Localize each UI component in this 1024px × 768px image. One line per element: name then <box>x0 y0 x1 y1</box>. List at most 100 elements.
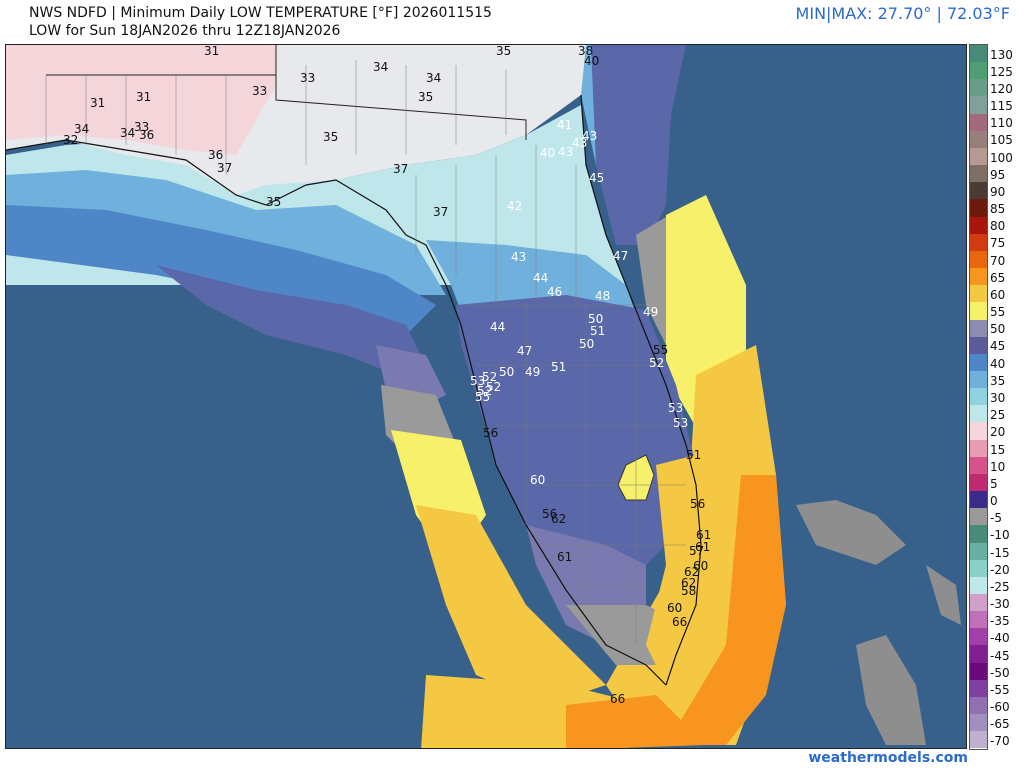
header: NWS NDFD | Minimum Daily LOW TEMPERATURE… <box>0 0 1024 44</box>
temperature-label: 56 <box>483 426 498 440</box>
scale-tick-label: -10 <box>990 528 1010 543</box>
florida-east-coast <box>646 455 706 685</box>
scale-tick-label: 5 <box>990 476 998 491</box>
temperature-label: 61 <box>696 528 711 542</box>
scale-tick-label: 70 <box>990 253 1006 268</box>
scale-swatch <box>970 79 987 97</box>
temperature-label: 52 <box>482 370 497 384</box>
scale-swatch <box>970 336 987 354</box>
county-lines <box>45 60 686 645</box>
scale-swatch <box>970 388 987 406</box>
temperature-label: 60 <box>693 559 708 573</box>
florida-land-north <box>336 105 626 295</box>
state-border <box>46 45 527 140</box>
scale-tick-label: 90 <box>990 184 1006 199</box>
temperature-label: 55 <box>475 390 490 404</box>
bahamas-land-3 <box>926 565 961 625</box>
atlantic-band-orange <box>666 475 786 745</box>
scale-swatch <box>970 696 987 715</box>
scale-tick-label: 35 <box>990 373 1006 388</box>
temperature-map[interactable]: 31 35 38 40 33 34 34 31 31 33 35 34 32 34 33 36 35 41 43 43… <box>5 44 967 749</box>
scale-tick-label: -40 <box>990 631 1010 646</box>
scale-tick-label: 75 <box>990 236 1006 251</box>
scale-tick-label: 80 <box>990 219 1006 234</box>
temperature-label: 40 <box>584 54 599 68</box>
temperature-label: 58 <box>681 584 696 598</box>
temperature-label: 32 <box>63 133 78 147</box>
temperature-label: 34 <box>74 122 89 136</box>
temperature-label: 31 <box>136 90 151 104</box>
temperature-label: 31 <box>90 96 105 110</box>
temperature-label: 47 <box>517 344 532 358</box>
temperature-label: 37 <box>393 162 408 176</box>
color-scale: 130 125 120 115 110 105 100 95 90 85 80 75 70 65 60 55 5… <box>969 44 1024 750</box>
scale-swatch <box>970 233 987 251</box>
keys-orange <box>566 695 706 748</box>
scale-tick-label: -70 <box>990 734 1010 749</box>
scale-swatch <box>970 679 987 697</box>
atlantic-band-slate <box>591 45 686 245</box>
temperature-label: 50 <box>588 312 603 326</box>
scale-swatch <box>970 62 987 80</box>
scale-tick-label: -15 <box>990 545 1010 560</box>
temperature-label: 62 <box>684 565 699 579</box>
north-land-pink <box>6 45 276 155</box>
scale-tick-label: -30 <box>990 597 1010 612</box>
temperature-label: 62 <box>681 576 696 590</box>
scale-tick-label: -65 <box>990 717 1010 732</box>
scale-swatch <box>970 645 987 663</box>
temperature-label: 35 <box>418 90 433 104</box>
temperature-label: 38 <box>578 45 593 58</box>
scale-tick-label: 55 <box>990 305 1006 320</box>
scale-swatch <box>970 130 987 148</box>
temperature-label: 62 <box>551 512 566 526</box>
temperature-label: 44 <box>490 320 505 334</box>
scale-tick-label: 40 <box>990 356 1006 371</box>
scale-swatch <box>970 250 987 269</box>
temperature-label: 46 <box>547 285 562 299</box>
gulf-band-gold-west <box>416 505 606 705</box>
temperature-label: 40 <box>540 146 555 160</box>
scale-tick-label: 130 <box>990 47 1013 62</box>
temperature-label: 44 <box>533 271 548 285</box>
map-title: NWS NDFD | Minimum Daily LOW TEMPERATURE… <box>29 5 492 21</box>
temperature-label: 53 <box>668 401 683 415</box>
scale-swatch <box>970 576 987 594</box>
scale-tick-label: 60 <box>990 287 1006 302</box>
gulf-band-purple <box>156 265 426 375</box>
scale-tick-label: -25 <box>990 579 1010 594</box>
temperature-label: 66 <box>672 615 687 629</box>
temperature-label: 33 <box>252 84 267 98</box>
temperature-label: 48 <box>595 289 610 303</box>
scale-tick-label: 25 <box>990 408 1006 423</box>
temperature-label: 37 <box>217 161 232 175</box>
temperature-label: 56 <box>690 497 705 511</box>
temperature-label: 57 <box>689 544 704 558</box>
map-canvas <box>6 45 966 748</box>
temperature-label: 43 <box>582 129 597 143</box>
scale-swatch <box>970 45 987 63</box>
temperature-label: 35 <box>496 45 511 58</box>
scale-tick-label: 50 <box>990 322 1006 337</box>
scale-tick-label: 0 <box>990 494 998 509</box>
min-max-readout: MIN|MAX: 27.70° | 72.03°F <box>795 4 1010 23</box>
scale-tick-label: -45 <box>990 648 1010 663</box>
temperature-label: 66 <box>610 692 625 706</box>
temperature-label: 51 <box>686 448 701 462</box>
temperature-label: 49 <box>525 365 540 379</box>
temperature-label: 43 <box>572 136 587 150</box>
temperature-label: 51 <box>590 324 605 338</box>
scale-swatch <box>970 353 987 371</box>
credit-footer[interactable]: weathermodels.com <box>808 750 968 766</box>
scale-tick-label: -5 <box>990 511 1002 526</box>
scale-swatch <box>970 422 987 440</box>
temperature-label: 52 <box>486 380 501 394</box>
scale-tick-label: 95 <box>990 167 1006 182</box>
scale-tick-label: 10 <box>990 459 1006 474</box>
atlantic-coastline <box>580 94 702 686</box>
temperature-label: 35 <box>266 195 281 209</box>
scale-swatch <box>970 559 987 577</box>
temperature-label: 61 <box>557 550 572 564</box>
scale-swatch <box>970 285 987 303</box>
